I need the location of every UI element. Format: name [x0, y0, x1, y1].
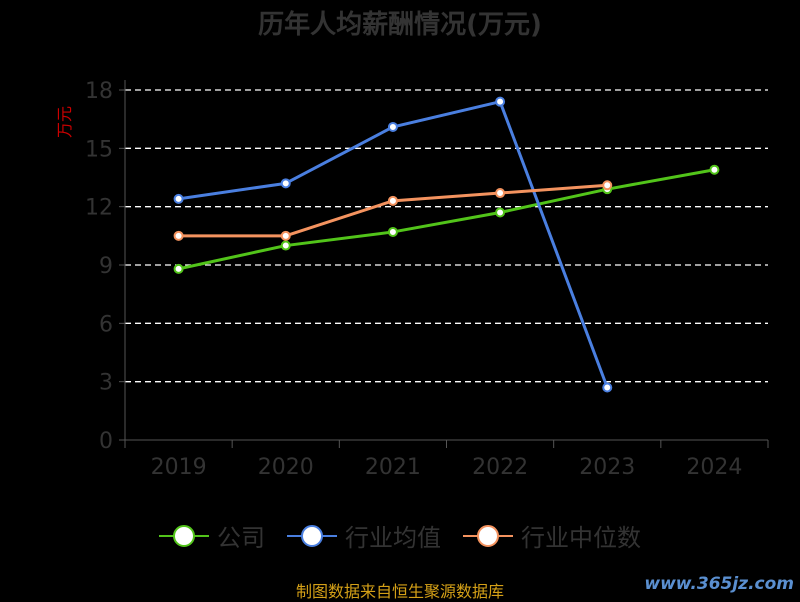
data-point-1-0 [173, 193, 184, 204]
x-tick-label: 2024 [686, 455, 742, 480]
y-tick-label: 9 [99, 254, 113, 279]
data-point-1-2 [387, 121, 398, 132]
x-tick-label: 2020 [258, 455, 314, 480]
legend-label-industry-median: 行业中位数 [521, 524, 641, 552]
data-point-0-5 [709, 164, 720, 175]
data-point-2-3 [495, 188, 506, 199]
x-tick-label: 2023 [579, 455, 635, 480]
data-point-0-0 [173, 263, 184, 274]
watermark: www.365jz.com [644, 574, 794, 594]
legend-item-industry-median[interactable]: 行业中位数 [463, 518, 641, 553]
data-point-1-4 [602, 382, 613, 393]
legend-item-industry-mean[interactable]: 行业均值 [287, 518, 441, 553]
y-tick-label: 15 [85, 137, 113, 162]
y-tick-label: 12 [85, 196, 113, 221]
data-point-2-4 [602, 180, 613, 191]
data-point-0-3 [495, 207, 506, 218]
data-point-2-2 [387, 195, 398, 206]
series-line-0 [178, 168, 715, 271]
data-point-2-0 [173, 230, 184, 241]
data-point-1-1 [280, 178, 291, 189]
series-line-1 [178, 100, 609, 389]
x-tick-label: 2021 [365, 455, 421, 480]
data-source-note: 制图数据来自恒生聚源数据库 [295, 582, 504, 601]
y-tick-label: 3 [99, 371, 113, 396]
data-point-2-1 [280, 230, 291, 241]
data-point-1-3 [495, 96, 506, 107]
y-axis-label: 万元 [55, 106, 74, 138]
legend-item-company[interactable]: 公司 [159, 518, 265, 553]
legend-marker-industry-median [463, 524, 513, 547]
legend-label-company: 公司 [217, 524, 265, 552]
y-tick-label: 0 [99, 429, 113, 454]
chart-legend: 公司 行业均值 行业中位数 [0, 518, 800, 553]
legend-label-industry-mean: 行业均值 [345, 524, 441, 552]
data-point-0-1 [280, 240, 291, 251]
x-tick-label: 2019 [151, 455, 207, 480]
legend-marker-industry-mean [287, 524, 337, 547]
legend-marker-company [159, 524, 209, 547]
y-tick-label: 18 [85, 79, 113, 104]
x-tick-label: 2022 [472, 455, 528, 480]
data-point-0-2 [387, 226, 398, 237]
chart-title: 历年人均薪酬情况(万元) [258, 10, 542, 40]
y-tick-label: 6 [99, 312, 113, 337]
